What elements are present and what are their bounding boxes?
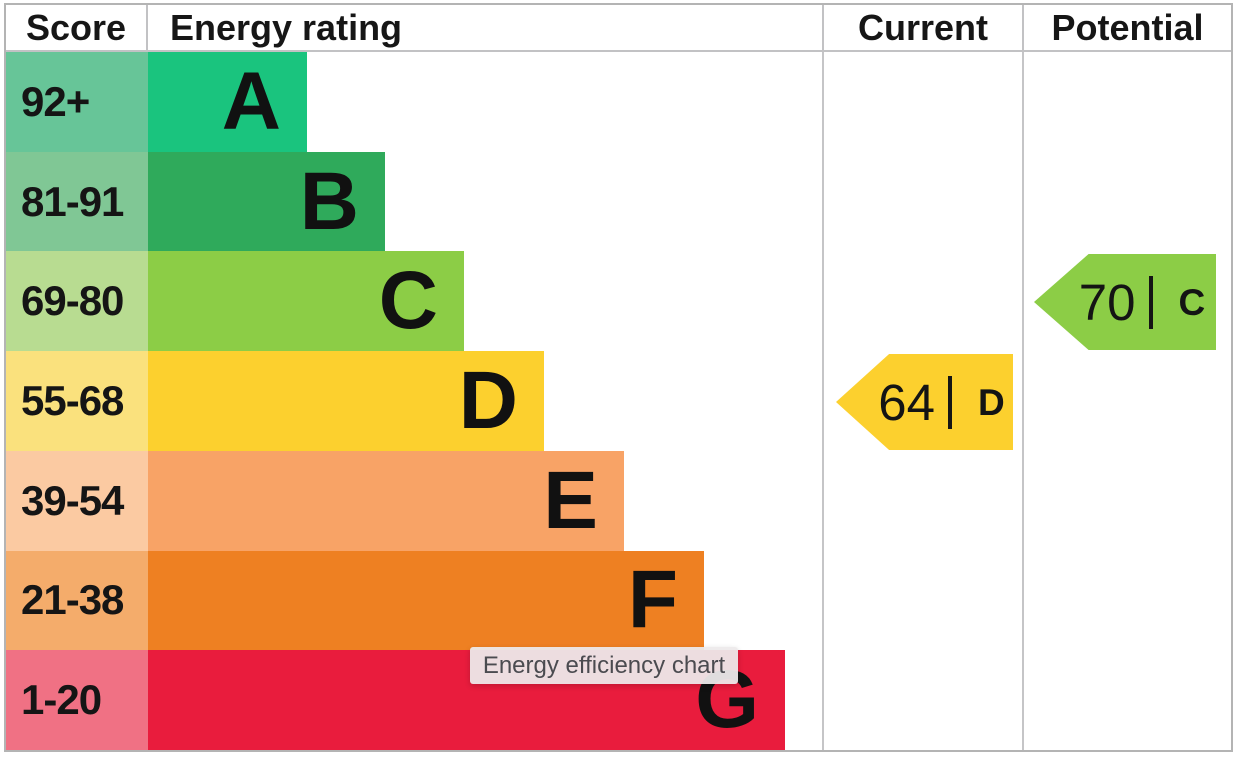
score-range-b: 81-91 xyxy=(6,151,148,252)
rating-bar-b: B xyxy=(148,151,385,252)
rating-row-e: 39-54 E xyxy=(6,450,1231,551)
arrow-separator xyxy=(1148,275,1153,329)
score-range-d: 55-68 xyxy=(6,351,148,451)
rating-row-f: 21-38 F xyxy=(6,550,1231,651)
rating-row-b: 81-91 B xyxy=(6,151,1231,252)
rating-bar-f: F xyxy=(148,550,704,651)
current-column-divider xyxy=(822,52,824,750)
rating-bar-c: C xyxy=(148,251,464,352)
current-column-header: Current xyxy=(822,5,1022,50)
potential-rating-score: 70 xyxy=(1078,273,1136,331)
rating-row-d: 55-68 D xyxy=(6,351,1231,451)
score-column-header: Score xyxy=(6,5,148,50)
score-range-g: 1-20 xyxy=(6,650,148,751)
potential-column-header: Potential xyxy=(1022,5,1231,50)
rating-row-c: 69-80 C xyxy=(6,251,1231,352)
energy-rating-column-header: Energy rating xyxy=(170,6,403,48)
potential-column-divider xyxy=(1022,52,1024,750)
arrow-separator xyxy=(948,375,952,429)
current-rating-letter: D xyxy=(978,381,1005,423)
rating-row-a: 92+ A xyxy=(6,52,1231,152)
current-rating-score: 64 xyxy=(878,373,935,431)
score-range-a: 92+ xyxy=(6,52,148,152)
rating-bar-e: E xyxy=(148,450,624,551)
rating-bands: 92+ A 81-91 B 69-80 C 55-68 D 39-54 E 21… xyxy=(6,52,1231,751)
rating-bar-a: A xyxy=(148,52,307,152)
score-range-f: 21-38 xyxy=(6,550,148,651)
chart-frame[interactable]: Score Energy rating Current Potential 92… xyxy=(4,3,1233,752)
rating-bar-d: D xyxy=(148,351,544,451)
chart-header: Score Energy rating Current Potential xyxy=(6,5,1231,52)
hover-tooltip: Energy efficiency chart xyxy=(470,647,738,684)
score-range-c: 69-80 xyxy=(6,251,148,352)
potential-rating-letter: C xyxy=(1178,281,1206,323)
score-range-e: 39-54 xyxy=(6,450,148,551)
